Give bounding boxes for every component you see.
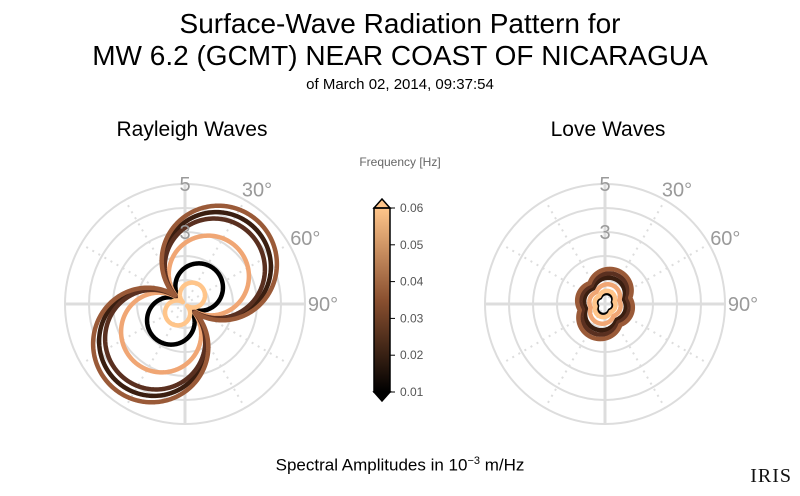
grid-spoke (604, 243, 710, 305)
footer-prefix: Spectral Amplitudes in 10 (275, 455, 468, 475)
chart-subtitle: of March 02, 2014, 09:37:54 (306, 76, 494, 93)
angle-tick-label: 30° (662, 180, 692, 202)
grid-spoke (604, 303, 710, 365)
colorbar-tick-label: 0.02 (400, 348, 424, 362)
grid-spoke (544, 199, 606, 305)
radiation-series-0.06 (592, 288, 618, 320)
colorbar-max-arrow (372, 197, 392, 209)
grid-spoke (500, 243, 606, 305)
grid-spoke (124, 199, 186, 305)
love-panel-title: Love Waves (550, 118, 666, 141)
radius-tick-label: 5 (179, 174, 190, 196)
grid-spoke (604, 303, 666, 409)
angle-tick-label: 60° (290, 228, 320, 250)
radius-tick-label: 3 (599, 222, 610, 244)
footer-units: Spectral Amplitudes in 10−3 m/Hz (0, 455, 800, 476)
colorbar-tick-label: 0.03 (400, 311, 424, 325)
grid-spoke (184, 303, 246, 409)
angle-tick-label: 90° (728, 294, 758, 316)
colorbar-label: Frequency [Hz] (359, 155, 441, 169)
footer-suffix: m/Hz (480, 455, 525, 475)
radiation-series-0.05 (574, 266, 636, 342)
radius-tick-label: 5 (599, 174, 610, 196)
angle-tick-label: 60° (710, 228, 740, 250)
radiation-series-0.06 (162, 280, 208, 328)
radiation-series-0.04 (578, 271, 632, 337)
colorbar-min-arrow (372, 391, 392, 403)
colorbar-tick-label: 0.06 (400, 201, 424, 215)
radiation-series-0.02 (581, 275, 629, 333)
colorbar-tick-label: 0.04 (400, 275, 424, 289)
love-polar-plot: 5 3 30° 60° 90° (484, 174, 758, 425)
grid-spoke (500, 303, 606, 365)
colorbar-tick-label: 0.01 (400, 385, 424, 399)
angle-tick-label: 30° (242, 180, 272, 202)
title-block: Surface-Wave Radiation Pattern for MW 6.… (0, 8, 800, 93)
grid-spoke (80, 243, 186, 305)
colorbar-border (373, 207, 391, 393)
colorbar-gradient (374, 208, 390, 392)
radiation-series-0.03 (587, 282, 623, 326)
chart-title-line-2: MW 6.2 (GCMT) NEAR COAST OF NICARAGUA (92, 40, 708, 71)
iris-logo: IRIS (750, 465, 792, 487)
radiation-series-0.05 (90, 203, 280, 405)
rayleigh-panel-title: Rayleigh Waves (116, 118, 268, 141)
chart-title-line-1: Surface-Wave Radiation Pattern for (179, 8, 621, 39)
frequency-colorbar: 0.06 0.05 0.04 0.03 0.02 0.01 (372, 197, 424, 403)
angle-tick-label: 90° (308, 294, 338, 316)
grid-spoke (604, 199, 666, 305)
grid-spoke (184, 303, 290, 365)
rayleigh-polar-plot: 5 3 30° 60° 90° (64, 174, 338, 425)
radius-tick-label: 3 (179, 222, 190, 244)
colorbar-tick-label: 0.05 (400, 238, 424, 252)
grid-spoke (544, 303, 606, 409)
footer-exponent: −3 (467, 455, 480, 467)
